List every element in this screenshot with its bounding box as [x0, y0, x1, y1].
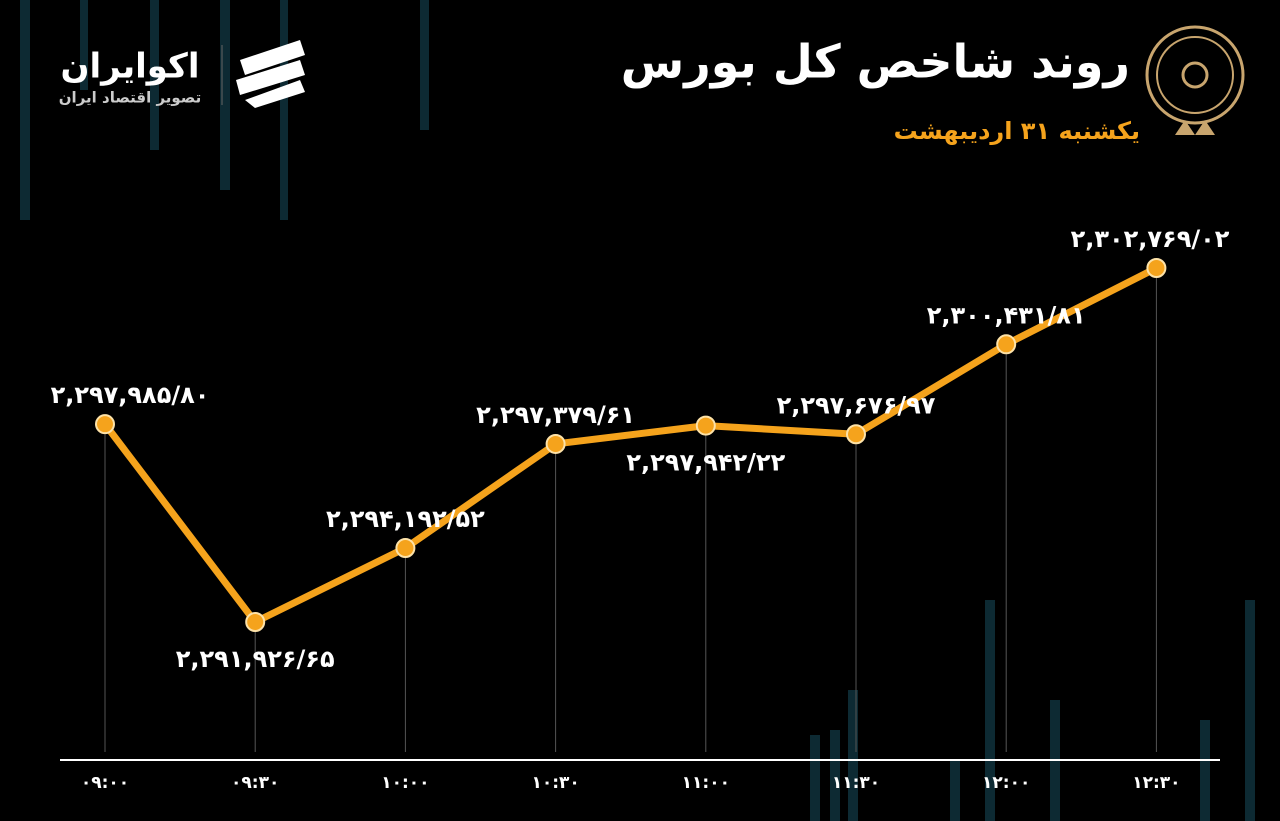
- line: [102, 264, 1158, 626]
- point: [1146, 258, 1167, 278]
- brand-name: اکوایران: [61, 47, 200, 87]
- point: [245, 612, 266, 632]
- data-label: ۲,۳۰۰,۴۳۱/۸۱: [927, 301, 1086, 329]
- x-tick-label: ۰۹:۰۰: [81, 773, 129, 793]
- x-tick-label: ۱۰:۳۰: [531, 773, 579, 793]
- data-label: ۲,۲۹۷,۹۸۵/۸۰: [51, 381, 210, 409]
- x-tick-label: ۱۱:۰۰: [682, 773, 730, 793]
- data-label: ۲,۲۹۷,۹۴۲/۲۲: [626, 449, 785, 477]
- x-tick-label: ۱۲:۳۰: [1132, 773, 1180, 793]
- x-tick-label: ۱۲:۰۰: [982, 773, 1030, 793]
- x-tick-label: ۱۰:۰۰: [381, 773, 429, 793]
- point: [545, 433, 566, 454]
- data-label: ۲,۲۹۴,۱۹۲/۵۲: [326, 505, 485, 533]
- chart-title: روند شاخص کل بورس: [621, 35, 1130, 89]
- point: [695, 415, 716, 436]
- data-label: ۲,۳۰۲,۷۶۹/۰۲: [1071, 225, 1230, 253]
- data-label: ۲,۲۹۷,۶۷۶/۹۷: [777, 391, 936, 419]
- point: [996, 334, 1017, 355]
- exchange-emblem: [1145, 25, 1245, 135]
- data-label: ۲,۲۹۷,۳۷۹/۶۱: [476, 401, 635, 429]
- data-label: ۲,۲۹۱,۹۲۶/۶۵: [176, 645, 335, 673]
- point: [395, 538, 416, 559]
- brand-logo: [221, 40, 305, 108]
- point: [846, 424, 866, 445]
- point: [95, 414, 115, 435]
- brand-tagline: تصویر اقتصاد ایران: [59, 89, 201, 107]
- x-tick-label: ۱۱:۳۰: [832, 773, 880, 793]
- chart-subtitle: یکشنبه ۳۱ اردیبهشت: [894, 117, 1140, 145]
- x-tick-label: ۰۹:۳۰: [231, 773, 279, 793]
